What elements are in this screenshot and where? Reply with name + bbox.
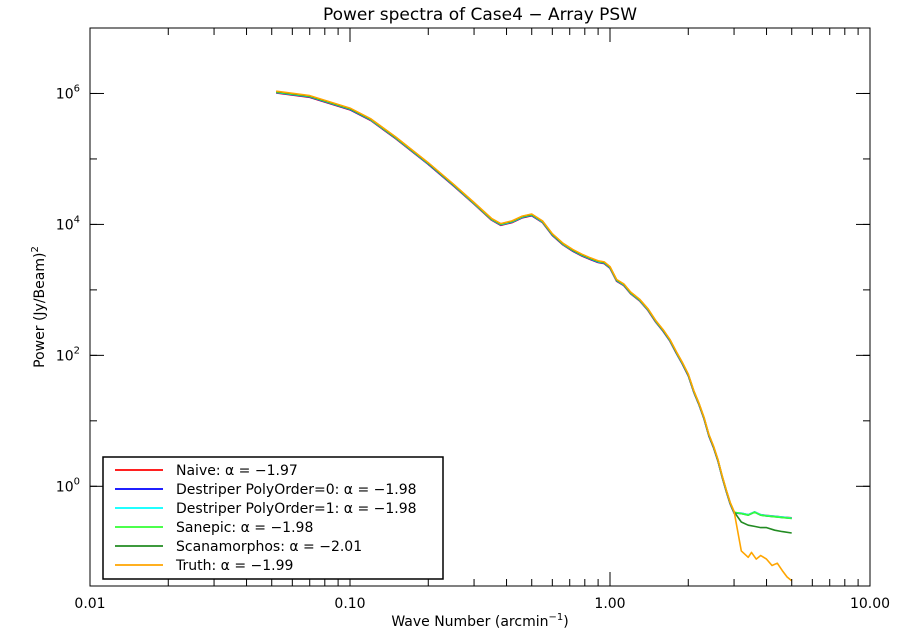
legend-entry-label: Destriper PolyOrder=0: α = −1.98	[176, 482, 417, 498]
y-tick-label-base: 10	[56, 86, 74, 102]
x-tick-label: 1.00	[594, 596, 625, 612]
y-axis-label-sup: 2	[30, 246, 41, 252]
legend-entry-label: Sanepic: α = −1.98	[176, 520, 313, 536]
legend-entry-label: Scanamorphos: α = −2.01	[176, 539, 362, 555]
plot-frame	[89, 27, 871, 587]
y-tick-label-base: 10	[56, 479, 74, 495]
y-tick-label: 104	[56, 214, 80, 233]
y-axis-label-main: Power (Jy/Beam)	[32, 253, 48, 368]
y-tick-label: 102	[56, 345, 80, 364]
y-tick-label-base: 10	[56, 217, 74, 233]
y-axis-label: Power (Jy/Beam)2	[30, 246, 48, 368]
x-axis-label-main: Wave Number (arcmin	[391, 614, 548, 630]
legend-box	[102, 456, 444, 580]
y-tick-label: 100	[56, 476, 80, 495]
y-tick-label-exp: 6	[74, 83, 80, 94]
legend: Naive: α = −1.97 Destriper PolyOrder=0: α…	[102, 456, 444, 580]
y-tick-label-exp: 2	[74, 345, 80, 356]
y-tick-label-exp: 0	[74, 476, 80, 487]
legend-entry-label: Destriper PolyOrder=1: α = −1.98	[176, 501, 417, 517]
x-tick-label: 0.01	[74, 596, 105, 612]
x-axis-label: Wave Number (arcmin−1)	[391, 612, 568, 630]
y-tick-label-exp: 4	[74, 214, 80, 225]
y-tick-label: 106	[56, 83, 80, 102]
y-tick-label-base: 10	[56, 348, 74, 364]
series-layer	[276, 90, 793, 582]
x-axis-label-close: )	[563, 614, 568, 630]
x-tick-label: 10.00	[850, 596, 890, 612]
series-line-6	[276, 90, 793, 582]
legend-entry-label: Naive: α = −1.97	[176, 463, 298, 479]
legend-entry-label: Truth: α = −1.99	[175, 558, 293, 574]
x-axis-label-sup: −1	[548, 612, 563, 623]
chart-title: Power spectra of Case4 − Array PSW	[323, 5, 637, 25]
x-tick-label: 0.10	[334, 596, 365, 612]
